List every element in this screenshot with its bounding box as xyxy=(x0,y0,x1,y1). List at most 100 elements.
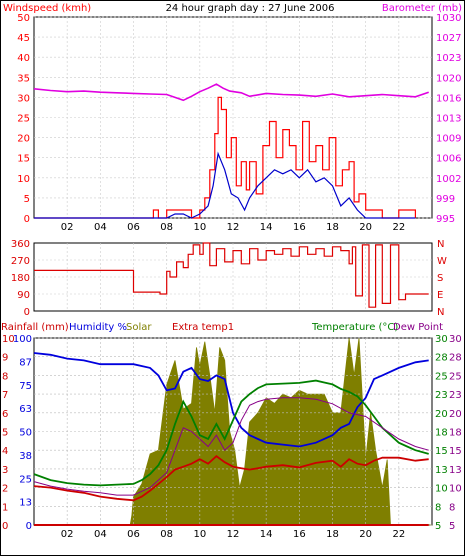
windspeed-tick-label: 25 xyxy=(17,114,30,125)
x-tick-label: 20 xyxy=(359,529,372,540)
humidity-tick-label: 75 xyxy=(19,381,32,392)
dewpoint-tick-label: 10 xyxy=(449,484,462,495)
humidity-tick-label: 38 xyxy=(19,451,32,462)
rainfall-tick-label: 4 xyxy=(2,446,8,457)
x-tick-label: 06 xyxy=(127,222,140,233)
x-tick-label: 16 xyxy=(293,222,306,233)
barometer-tick-label: 1030 xyxy=(436,13,461,24)
x-tick-label: 10 xyxy=(193,529,206,540)
direction-compass-tick-label: S xyxy=(437,273,443,284)
direction-degree-tick-labels: 360 270 180 90 0 xyxy=(11,239,30,318)
solar-axis-label: Solar xyxy=(126,322,152,333)
temperature-tick-label: 30 xyxy=(435,334,448,345)
rainfall-tick-label: 3 xyxy=(2,465,8,476)
direction-compass-tick-label: W xyxy=(437,256,447,267)
wind-barometer-series xyxy=(33,83,429,219)
direction-compass-tick-label: E xyxy=(437,290,443,301)
direction-compass-tick-label: N xyxy=(437,239,444,250)
windspeed-tick-label: 45 xyxy=(17,33,30,44)
chart-title: 24 hour graph day : 27 June 2006 xyxy=(166,3,335,14)
x-tick-label: 10 xyxy=(193,222,206,233)
barometer-tick-label: 995 xyxy=(436,214,455,225)
x-tick-label: 12 xyxy=(227,222,240,233)
humidity-x-tick-labels: 02 04 06 08 10 12 14 16 18 20 22 xyxy=(61,529,405,540)
direction-compass-tick-label: N xyxy=(437,307,444,318)
temperature-tick-label: 25 xyxy=(435,371,448,382)
windspeed-tick-label: 35 xyxy=(17,73,30,84)
barometer-tick-label: 1009 xyxy=(436,134,461,145)
wind-x-tick-labels: 02 04 06 08 10 12 14 16 18 20 22 xyxy=(61,222,405,233)
direction-degree-tick-label: 90 xyxy=(17,290,30,301)
rainfall-axis-label: Rainfall (mm) xyxy=(1,322,69,333)
barometer-tick-label: 1023 xyxy=(436,53,461,64)
windspeed-tick-label: 20 xyxy=(17,134,30,145)
barometer-line xyxy=(33,83,429,102)
wind-gust-line xyxy=(34,96,416,219)
windspeed-tick-label: 10 xyxy=(17,174,30,185)
dewpoint-tick-labels: 30 28 25 23 20 18 15 13 10 8 5 xyxy=(449,334,462,532)
dewpoint-tick-label: 5 xyxy=(449,521,455,532)
x-tick-label: 02 xyxy=(61,529,74,540)
x-tick-label: 14 xyxy=(260,222,273,233)
barometer-tick-label: 999 xyxy=(436,194,455,205)
rainfall-tick-label: 1 xyxy=(2,502,8,513)
dewpoint-tick-label: 23 xyxy=(449,390,462,401)
humidity-temperature-gridlines xyxy=(34,337,432,526)
extra-temp-line xyxy=(33,455,429,502)
temperature-tick-label: 23 xyxy=(435,390,448,401)
temperature-tick-label: 15 xyxy=(435,446,448,457)
humidity-tick-label: 63 xyxy=(19,404,32,415)
windspeed-tick-label: 30 xyxy=(17,93,30,104)
direction-degree-tick-label: 180 xyxy=(11,273,30,284)
barometer-tick-label: 1006 xyxy=(436,154,461,165)
extra-temp-axis-label: Extra temp1 xyxy=(172,322,234,333)
dewpoint-tick-label: 13 xyxy=(449,465,462,476)
dewpoint-tick-label: 28 xyxy=(449,353,462,364)
rainfall-tick-label: 6 xyxy=(2,409,8,420)
windspeed-axis-label: Windspeed (kmh) xyxy=(3,3,91,14)
wind-average-line xyxy=(34,151,416,219)
direction-degree-tick-label: 0 xyxy=(24,307,30,318)
x-tick-label: 20 xyxy=(359,222,372,233)
wind-direction-line xyxy=(34,242,429,308)
temperature-tick-label: 5 xyxy=(435,521,441,532)
barometer-tick-label: 1013 xyxy=(436,114,461,125)
temperature-tick-label: 28 xyxy=(435,353,448,364)
x-tick-label: 04 xyxy=(94,529,107,540)
temperature-axis-label: Temperature (°C) xyxy=(311,322,398,333)
windspeed-tick-label: 0 xyxy=(24,214,30,225)
dewpoint-tick-label: 25 xyxy=(449,371,462,382)
rainfall-tick-label: 10 xyxy=(2,334,15,345)
humidity-tick-label: 13 xyxy=(19,498,32,509)
humidity-axis-label: Humidity % xyxy=(69,322,127,333)
barometer-axis-label: Barometer (mb) xyxy=(382,3,462,14)
dewpoint-tick-label: 15 xyxy=(449,446,462,457)
dewpoint-tick-label: 18 xyxy=(449,428,462,439)
wind-barometer-gridlines xyxy=(34,16,432,219)
rainfall-tick-label: 2 xyxy=(2,484,8,495)
dewpoint-tick-label: 30 xyxy=(449,334,462,345)
barometer-tick-label: 1002 xyxy=(436,174,461,185)
windspeed-tick-label: 40 xyxy=(17,53,30,64)
temperature-tick-labels: 30 28 25 23 20 18 15 13 10 8 5 xyxy=(435,334,448,532)
humidity-tick-label: 87 xyxy=(19,357,32,368)
x-tick-label: 22 xyxy=(392,222,405,233)
humidity-tick-label: 0 xyxy=(26,521,32,532)
temperature-tick-label: 8 xyxy=(435,502,441,513)
windspeed-tick-label: 5 xyxy=(24,194,30,205)
x-tick-label: 18 xyxy=(326,529,339,540)
humidity-tick-label: 100 xyxy=(13,334,32,345)
temperature-tick-label: 13 xyxy=(435,465,448,476)
humidity-tick-label: 25 xyxy=(19,474,32,485)
dewpoint-tick-label: 8 xyxy=(449,502,455,513)
direction-degree-tick-label: 360 xyxy=(11,239,30,250)
x-tick-label: 08 xyxy=(160,529,173,540)
barometer-tick-labels: 1030 1027 1023 1020 1016 1013 1009 1006 1002 999 9… xyxy=(436,13,461,225)
x-tick-label: 12 xyxy=(227,529,240,540)
humidity-tick-labels: 100 87 75 63 50 38 25 13 0 xyxy=(13,334,32,532)
rainfall-tick-label: 9 xyxy=(2,353,8,364)
x-tick-label: 16 xyxy=(293,529,306,540)
